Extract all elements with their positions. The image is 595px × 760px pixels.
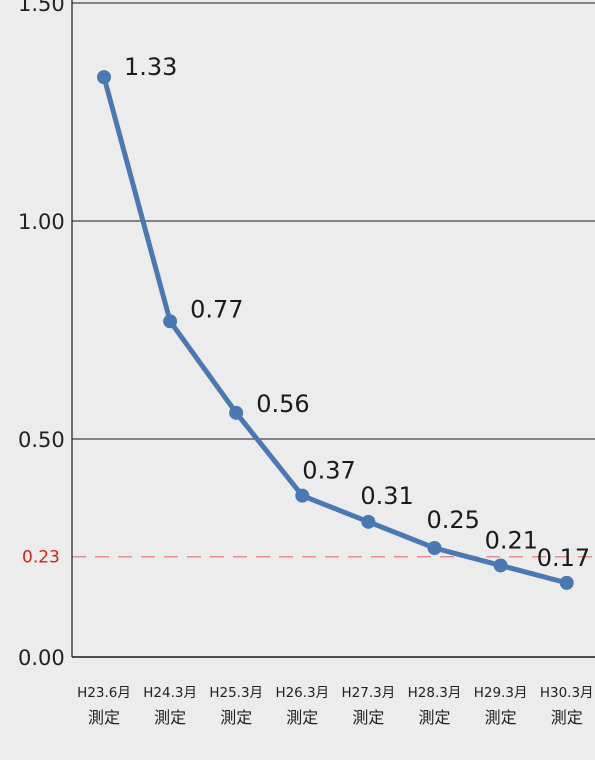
y-tick-label: 0.50 (18, 428, 65, 452)
reference-line-group: 0.23 (22, 548, 595, 568)
data-point (163, 314, 178, 329)
y-tick-label: 1.00 (18, 210, 65, 234)
x-tick-label: H30.3月 (540, 685, 594, 701)
x-tick-label: H27.3月 (342, 685, 396, 701)
x-tick-sublabel: 測定 (551, 708, 583, 727)
data-label: 0.77 (190, 295, 243, 323)
x-tick-label: H25.3月 (209, 685, 263, 701)
x-tick-label: H24.3月 (143, 685, 197, 701)
x-tick-label: H29.3月 (474, 685, 528, 701)
reference-line-label: 0.23 (22, 548, 60, 568)
data-point (559, 575, 574, 590)
data-label: 0.31 (360, 482, 413, 510)
y-tick-labels: 0.00 0.50 1.00 1.50 (18, 0, 65, 670)
x-tick-sublabel: 測定 (352, 708, 384, 727)
x-tick-labels: H23.6月測定H24.3月測定H25.3月測定H26.3月測定H27.3月測定… (77, 685, 593, 727)
axes (71, 0, 595, 658)
data-point (493, 558, 508, 573)
x-tick-label: H23.6月 (77, 685, 131, 701)
data-label: 0.37 (302, 457, 355, 485)
data-point (361, 514, 376, 529)
data-labels: 1.33 0.77 0.56 0.370.31 0.250.210.17 (124, 53, 590, 572)
data-label: 0.21 (485, 526, 538, 554)
x-tick-label: H26.3月 (275, 685, 329, 701)
y-tick-label: 1.50 (18, 0, 65, 16)
x-tick-sublabel: 測定 (286, 708, 318, 727)
y-tick-label: 0.00 (18, 646, 65, 670)
data-point (295, 488, 310, 503)
data-point (97, 70, 111, 85)
x-tick-label: H28.3月 (408, 685, 462, 701)
series-line (101, 74, 570, 586)
x-tick-sublabel: 測定 (220, 708, 252, 727)
data-label: 0.17 (537, 544, 590, 572)
x-tick-sublabel: 測定 (485, 708, 517, 727)
gridlines (72, 2, 595, 440)
data-points (97, 70, 574, 590)
data-label: 0.56 (256, 390, 309, 418)
x-tick-sublabel: 測定 (88, 708, 120, 727)
data-point (427, 541, 442, 555)
data-label: 1.33 (124, 53, 177, 81)
series-line-group (101, 74, 570, 586)
x-tick-sublabel: 測定 (418, 708, 450, 727)
data-label: 0.25 (427, 506, 480, 534)
x-tick-sublabel: 測定 (154, 708, 186, 727)
data-point (229, 405, 244, 420)
